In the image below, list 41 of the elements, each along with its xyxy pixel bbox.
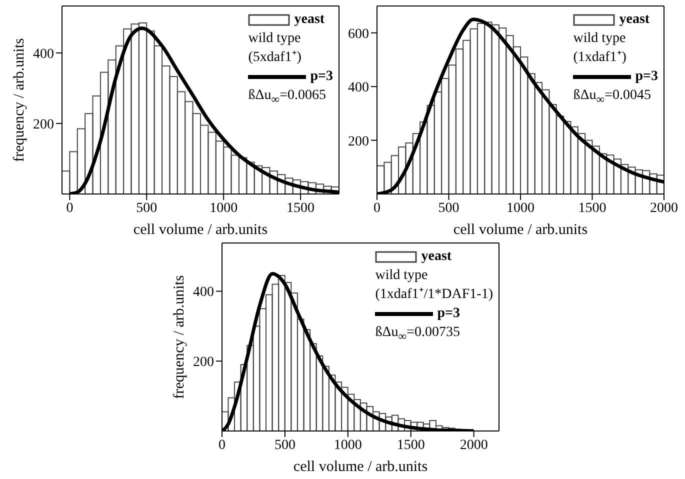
x-tick-label: 2000: [460, 438, 488, 453]
legend-label: p=3: [635, 68, 658, 86]
annotation: (1xdaf1⁺): [573, 49, 628, 67]
x-tick-label: 1000: [506, 200, 534, 216]
annotation: ßΔu$_{∞}$=0.0065: [248, 87, 327, 108]
annotation: (5xdaf1⁺): [248, 49, 302, 67]
x-tick-label: 500: [136, 200, 158, 216]
annotation: (1xdaf1⁺/1*DAF1-1): [375, 286, 493, 304]
x-tick-label: 2000: [650, 200, 678, 216]
annotation: wild type: [248, 30, 302, 48]
x-tick-label: 0: [66, 200, 74, 216]
annotation: ßΔu$_{∞}$=0.00735: [375, 324, 461, 345]
legend-label: yeast: [421, 248, 452, 266]
y-tick-label: 400: [348, 80, 369, 96]
y-axis-title: frequency / arb.units: [171, 274, 188, 399]
x-axis-title: cell volume / arb.units: [293, 459, 428, 475]
legend-label: p=3: [437, 305, 460, 323]
y-tick-label: 200: [193, 355, 214, 370]
x-tick-label: 1500: [578, 200, 606, 216]
y-tick-label: 200: [33, 117, 54, 132]
annotation: wild type: [573, 30, 627, 48]
y-tick-label: 400: [33, 46, 54, 62]
legend-label: yeast: [619, 11, 650, 29]
x-tick-label: 500: [438, 200, 460, 216]
annotation: ßΔu$_{∞}$=0.0045: [573, 87, 652, 108]
y-tick-label: 400: [193, 285, 214, 300]
x-tick-label: 1000: [334, 438, 362, 453]
y-tick-label: 600: [348, 26, 369, 42]
x-tick-label: 1000: [210, 200, 238, 216]
x-tick-label: 0: [218, 438, 226, 453]
x-tick-label: 0: [374, 200, 380, 216]
y-axis-title: frequency / arb.units: [11, 38, 28, 162]
x-tick-label: 1500: [396, 438, 425, 453]
x-axis-title: cell volume / arb.units: [133, 222, 268, 238]
x-tick-label: 500: [274, 438, 296, 453]
legend-label: yeast: [294, 11, 325, 29]
y-tick-label: 200: [348, 134, 369, 150]
x-tick-label: 1500: [286, 200, 315, 216]
x-axis-title: cell volume / arb.units: [453, 222, 588, 238]
legend-label: p=3: [310, 68, 333, 86]
annotation: wild type: [375, 267, 429, 285]
